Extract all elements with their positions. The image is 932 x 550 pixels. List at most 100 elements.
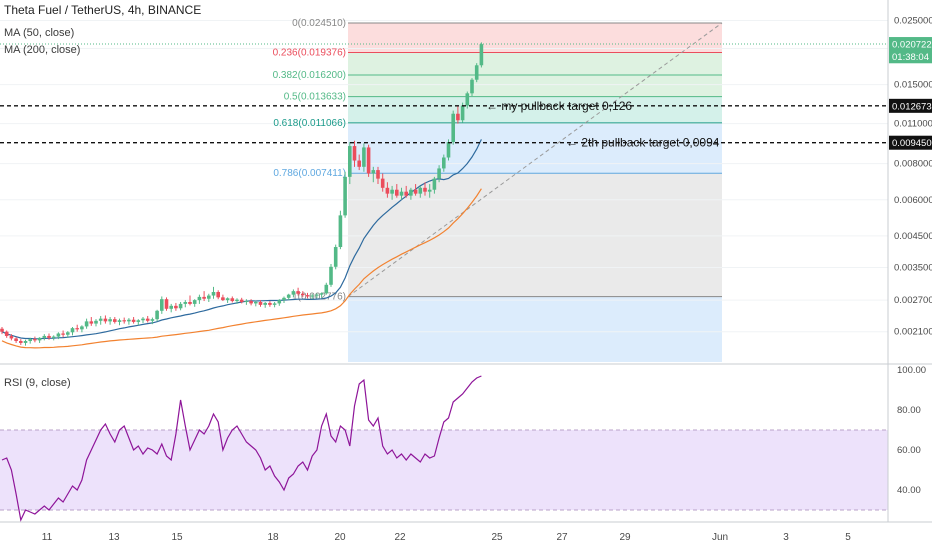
candle-body [28, 339, 32, 342]
candle-body [89, 321, 94, 324]
candle-body [291, 291, 296, 295]
candle-body [244, 301, 249, 303]
candle-body [117, 320, 122, 322]
y-tick-label: 0.006000 [894, 195, 932, 206]
x-tick-label: 18 [267, 532, 279, 543]
candle-body [103, 318, 108, 322]
annotation-text: ← 2th pullback target 0,0094 [566, 136, 720, 150]
candle-body [37, 337, 42, 341]
candle-body [319, 293, 324, 295]
candle-body [437, 168, 441, 179]
rsi-legend[interactable]: RSI (9, close) [4, 377, 71, 389]
x-tick-label: 11 [42, 532, 53, 543]
ma50-legend[interactable]: MA (50, close) [4, 27, 75, 39]
fib-zone-0.5 [348, 96, 722, 123]
candle-body [80, 326, 84, 330]
candle-body [178, 303, 183, 309]
candle-body [169, 305, 173, 309]
x-tick-label: 5 [845, 532, 851, 543]
fib-label-0.5: 0.5(0.013633) [284, 92, 346, 103]
candle-body [202, 296, 206, 299]
price-label-box [889, 37, 932, 52]
candle-body [286, 294, 291, 298]
candle-body [225, 298, 230, 301]
candle-body [479, 44, 484, 66]
candle-body [432, 178, 437, 190]
candle-body [235, 299, 239, 302]
candle-body [305, 295, 310, 297]
x-tick-label: 20 [334, 532, 346, 543]
candle-body [465, 93, 470, 106]
candle-body [56, 333, 61, 337]
price-label-box [889, 135, 932, 150]
rsi-pane [0, 363, 932, 522]
rsi-tick-label: 100.00 [897, 365, 926, 376]
price-label-text: 0.020722 [892, 40, 932, 51]
candle-body [160, 299, 164, 311]
y-tick-label: 0.015000 [894, 80, 932, 91]
price-label-box [889, 98, 932, 113]
candle-body [390, 189, 394, 194]
candle-body [66, 332, 70, 335]
candle-body [376, 170, 380, 179]
candle-body [47, 335, 51, 338]
candle-body [409, 189, 413, 196]
candle-body [474, 65, 479, 80]
candle-body [42, 335, 47, 338]
candle-body [183, 301, 188, 304]
x-tick-label: 25 [491, 532, 503, 543]
candle-body [329, 266, 333, 285]
candle-body [352, 146, 357, 161]
fib-label-0.786: 0.786(0.007411) [273, 168, 346, 179]
candle-body [413, 189, 418, 194]
candle-body [348, 146, 352, 177]
candle-body [108, 319, 112, 322]
candle-body [362, 147, 366, 167]
price-label-text: 0.009450 [892, 138, 932, 149]
y-tick-label: 0.002700 [894, 295, 932, 306]
candle-body [188, 301, 192, 304]
fib-label-0: 0(0.024510) [292, 18, 346, 29]
candle-body [249, 301, 253, 304]
x-tick-label: 13 [108, 532, 120, 543]
candle-body [296, 291, 300, 294]
fib-zone-extension [348, 296, 722, 362]
candle-body [315, 294, 319, 296]
price-label-text: 0.012673 [892, 101, 932, 112]
candle-body [395, 189, 399, 196]
candle-body [258, 301, 263, 305]
y-tick-label: 0.008000 [894, 159, 932, 170]
candle-body [451, 113, 455, 143]
candle-body [357, 160, 361, 167]
candle-body [272, 303, 277, 305]
chart-title: Theta Fuel / TetherUS, 4h, BINANCE [4, 3, 202, 17]
y-tick-label: 0.002100 [894, 327, 932, 338]
candle-body [136, 320, 141, 322]
candle-body [23, 341, 28, 343]
candle-body [221, 297, 225, 301]
candle-body [446, 142, 451, 158]
candle-body [84, 321, 89, 327]
candle-body [164, 299, 169, 309]
ma200-legend[interactable]: MA (200, close) [4, 44, 81, 56]
candle-body [324, 284, 329, 294]
candle-body [0, 328, 4, 332]
annotation-text: ← my pullback target 0,126 [486, 99, 632, 113]
fib-zones [348, 22, 722, 362]
fib-zone-0 [348, 22, 722, 53]
candle-body [380, 178, 385, 188]
candle-body [98, 318, 103, 321]
candle-body [150, 319, 155, 321]
x-tick-label: 3 [783, 532, 789, 543]
trend-diagonal [347, 22, 723, 298]
rsi-tick-label: 60.00 [897, 445, 921, 456]
candle-body [282, 297, 286, 301]
candle-body [338, 215, 343, 248]
candle-body [399, 191, 404, 196]
x-tick-label: 27 [556, 532, 568, 543]
candle-body [75, 328, 79, 330]
fib-label-0.382: 0.382(0.016200) [273, 70, 346, 81]
candle-body [404, 191, 408, 196]
candle-body [14, 338, 18, 342]
candle-body [268, 302, 272, 305]
